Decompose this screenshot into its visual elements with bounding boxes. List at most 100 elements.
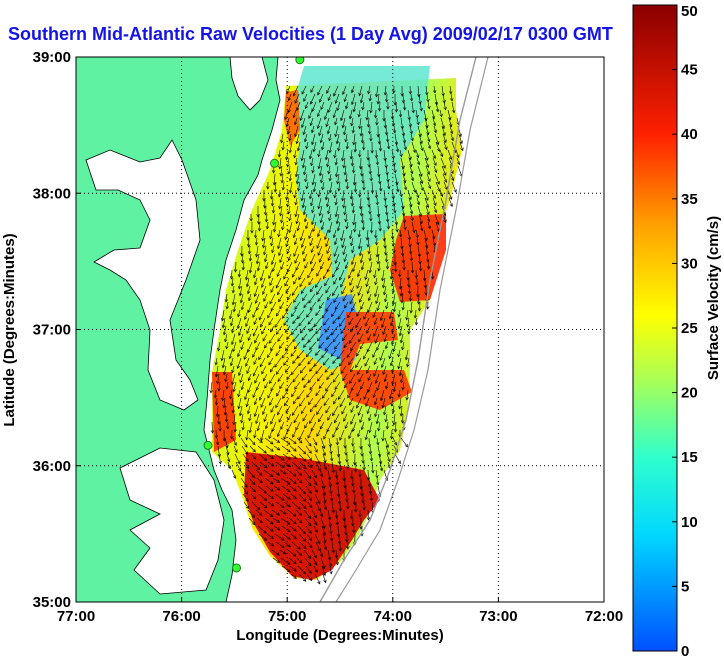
velocity-arrow (294, 125, 299, 137)
velocity-arrow (312, 477, 318, 486)
velocity-arrow (431, 229, 435, 239)
velocity-arrow-head (365, 403, 369, 408)
velocity-arrow (342, 333, 348, 341)
velocity-arrow-head (308, 115, 312, 120)
velocity-arrow (356, 325, 363, 335)
velocity-arrow-head (392, 250, 396, 254)
velocity-arrow (232, 285, 235, 293)
velocity-arrow-head (310, 249, 314, 254)
velocity-arrow-head (375, 242, 379, 246)
velocity-arrow (254, 285, 259, 297)
velocity-arrow-head (426, 211, 430, 216)
velocity-arrow (367, 301, 373, 313)
velocity-arrow (232, 437, 237, 446)
velocity-arrow (319, 93, 324, 103)
velocity-arrow-head (372, 394, 376, 399)
velocity-arrow-head (395, 228, 399, 233)
velocity-arrow-head (382, 291, 387, 296)
velocity-arrow-head (318, 99, 322, 103)
velocity-arrow-head (385, 99, 389, 103)
velocity-arrow-head (416, 161, 421, 166)
velocity-arrow (347, 309, 353, 318)
velocity-arrow (294, 117, 298, 125)
velocity-arrow (262, 405, 267, 415)
velocity-arrow-head (309, 122, 313, 127)
velocity-arrow-head (331, 509, 335, 514)
velocity-arrow (326, 117, 330, 127)
velocity-arrow-head (381, 404, 385, 409)
velocity-arrow-head (392, 422, 396, 426)
velocity-arrow (386, 421, 389, 429)
velocity-arrow-head (449, 91, 453, 95)
velocity-arrow (327, 205, 331, 214)
velocity-arrow (217, 341, 221, 351)
velocity-arrow (256, 301, 261, 311)
velocity-arrow (295, 197, 298, 205)
velocity-arrow (288, 517, 297, 524)
velocity-arrow (394, 453, 401, 464)
velocity-arrow (289, 133, 292, 141)
velocity-arrow (367, 117, 370, 127)
velocity-arrow (226, 381, 229, 389)
velocity-arrow (287, 157, 290, 167)
velocity-arrow (288, 101, 293, 113)
velocity-arrow (264, 341, 269, 349)
velocity-arrow-head (369, 498, 374, 502)
velocity-arrow-head (444, 186, 448, 190)
velocity-arrow-head (339, 323, 343, 327)
velocity-arrow-head (436, 221, 440, 226)
velocity-arrow-head (350, 163, 355, 167)
velocity-arrow (439, 149, 443, 157)
velocity-arrow (398, 349, 401, 357)
velocity-arrow-head (288, 137, 292, 142)
velocity-arrow (285, 285, 291, 294)
velocity-arrow-head (262, 244, 266, 249)
velocity-arrow (292, 373, 300, 383)
velocity-arrow-head (244, 444, 248, 448)
velocity-arrow-head (263, 212, 268, 216)
velocity-arrow-head (349, 235, 353, 240)
velocity-arrow (281, 445, 291, 453)
velocity-arrow-head (306, 314, 310, 318)
velocity-arrow-head (409, 98, 414, 102)
velocity-arrow (390, 317, 394, 326)
velocity-arrow (449, 125, 453, 134)
velocity-arrow (240, 293, 244, 303)
velocity-arrow-head (433, 202, 437, 207)
velocity-arrow (233, 381, 237, 392)
velocity-arrow-head (342, 377, 346, 382)
velocity-arrow-head (224, 338, 228, 343)
velocity-arrow-head (330, 497, 334, 502)
velocity-arrow (255, 469, 263, 476)
velocity-arrow (215, 365, 219, 377)
velocity-arrow (374, 429, 377, 438)
velocity-arrow (409, 165, 413, 174)
velocity-arrow (379, 101, 381, 112)
velocity-arrow (326, 293, 332, 301)
velocity-arrow (303, 549, 312, 559)
velocity-arrow-head (309, 420, 313, 424)
velocity-arrow (423, 229, 427, 241)
velocity-arrow-head (262, 411, 266, 415)
velocity-arrow-head (291, 292, 296, 296)
velocity-arrow (315, 349, 321, 356)
velocity-arrow (298, 493, 307, 502)
velocity-arrow (317, 85, 323, 96)
velocity-arrow (358, 229, 361, 237)
velocity-arrow (286, 333, 292, 340)
velocity-arrow-head (315, 330, 319, 335)
velocity-arrow (280, 205, 283, 216)
velocity-arrow-head (343, 211, 347, 216)
velocity-arrow-head (323, 546, 328, 551)
velocity-arrow-head (333, 299, 337, 304)
velocity-arrow-head (346, 354, 350, 359)
velocity-arrow (295, 261, 301, 271)
velocity-arrow-head (304, 425, 308, 429)
velocity-arrow-head (260, 323, 264, 328)
velocity-arrow-head (294, 306, 298, 310)
velocity-arrow-head (231, 290, 236, 294)
velocity-arrow-head (362, 467, 366, 471)
velocity-arrow (307, 269, 313, 279)
velocity-arrow-head (324, 156, 329, 161)
velocity-arrow (346, 141, 349, 149)
